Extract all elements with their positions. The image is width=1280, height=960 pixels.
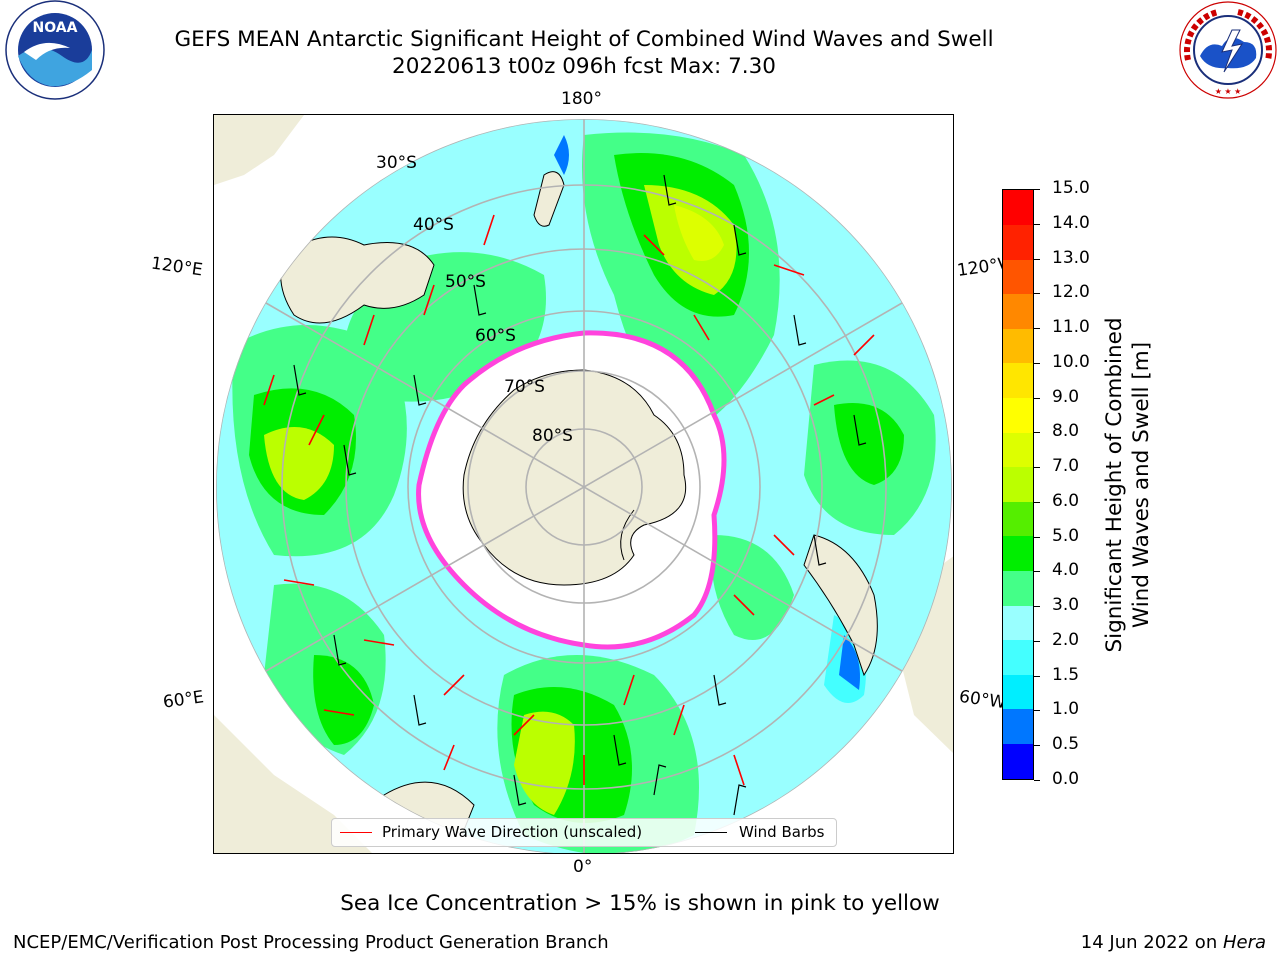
nws-logo: ★ ★ ★ bbox=[1178, 0, 1278, 100]
colorbar-label-line1: Significant Height of Combined bbox=[1102, 317, 1127, 653]
wind-barbs bbox=[293, 174, 867, 816]
colorbar-tick bbox=[1034, 223, 1040, 225]
colorbar-tick bbox=[1034, 675, 1040, 677]
colorbar bbox=[1002, 189, 1034, 780]
lat-label-70s: 70°S bbox=[504, 377, 545, 397]
noaa-logo-text: NOAA bbox=[33, 20, 78, 36]
chart-subtitle: 20220613 t00z 096h fcst Max: 7.30 bbox=[392, 54, 776, 79]
colorbar-segment bbox=[1003, 709, 1033, 745]
lon-label-60e: 60°E bbox=[161, 687, 206, 713]
colorbar-segment bbox=[1003, 501, 1033, 537]
wave-arrows bbox=[263, 214, 875, 786]
noaa-logo: NOAA bbox=[0, 0, 110, 100]
colorbar-tick bbox=[1034, 397, 1040, 399]
colorbar-tick bbox=[1034, 432, 1040, 434]
colorbar-tick bbox=[1034, 536, 1040, 538]
colorbar-segment bbox=[1003, 743, 1033, 779]
colorbar-tick-label: 8.0 bbox=[1052, 421, 1080, 442]
lat-label-30s: 30°S bbox=[376, 153, 417, 173]
colorbar-segment bbox=[1003, 605, 1033, 641]
colorbar-tick-label: 7.0 bbox=[1052, 456, 1080, 477]
lon-label-180: 180° bbox=[561, 89, 602, 109]
lat-label-60s: 60°S bbox=[475, 326, 516, 346]
colorbar-tick bbox=[1034, 258, 1040, 260]
svg-text:★ ★ ★: ★ ★ ★ bbox=[1215, 87, 1242, 96]
colorbar-tick-label: 6.0 bbox=[1052, 490, 1080, 511]
colorbar-segment bbox=[1003, 190, 1033, 226]
lat-label-50s: 50°S bbox=[445, 272, 486, 292]
colorbar-segment bbox=[1003, 328, 1033, 364]
colorbar-tick bbox=[1034, 745, 1040, 747]
colorbar-tick-label: 15.0 bbox=[1052, 178, 1090, 198]
colorbar-segment bbox=[1003, 639, 1033, 675]
colorbar-segment bbox=[1003, 259, 1033, 295]
colorbar-tick bbox=[1034, 571, 1040, 573]
colorbar-label-line2: Wind Waves and Swell [m] bbox=[1129, 341, 1154, 629]
colorbar-tick bbox=[1034, 780, 1040, 781]
colorbar-tick-label: 13.0 bbox=[1052, 247, 1090, 268]
colorbar-tick-label: 11.0 bbox=[1052, 317, 1090, 338]
colorbar-tick-label: 2.0 bbox=[1052, 629, 1080, 650]
legend-wind-barbs: Wind Barbs bbox=[739, 823, 825, 841]
colorbar-tick bbox=[1034, 710, 1040, 712]
colorbar-tick bbox=[1034, 189, 1040, 190]
colorbar-tick bbox=[1034, 467, 1040, 469]
colorbar-tick-label: 9.0 bbox=[1052, 386, 1080, 407]
colorbar-tick-label: 0.0 bbox=[1052, 769, 1080, 789]
colorbar-tick-label: 1.0 bbox=[1052, 699, 1080, 720]
lat-label-40s: 40°S bbox=[413, 215, 454, 235]
sea-ice-note: Sea Ice Concentration > 15% is shown in … bbox=[340, 891, 940, 916]
colorbar-tick-label: 14.0 bbox=[1052, 212, 1090, 233]
footer-date: 14 Jun 2022 on Hera bbox=[1081, 932, 1266, 953]
colorbar-segment bbox=[1003, 293, 1033, 329]
colorbar-segment bbox=[1003, 674, 1033, 710]
legend-wave-line bbox=[340, 832, 372, 833]
map-legend: Primary Wave Direction (unscaled) Wind B… bbox=[331, 818, 837, 847]
colorbar-tick-label: 1.5 bbox=[1052, 664, 1080, 685]
lat-label-80s: 80°S bbox=[532, 426, 573, 446]
lon-label-0: 0° bbox=[573, 857, 593, 877]
colorbar-tick-label: 12.0 bbox=[1052, 282, 1090, 303]
colorbar-tick-label: 4.0 bbox=[1052, 560, 1080, 581]
colorbar-tick-label: 3.0 bbox=[1052, 595, 1080, 616]
colorbar-segment bbox=[1003, 466, 1033, 502]
colorbar-tick bbox=[1034, 362, 1040, 364]
lon-label-120e: 120°E bbox=[149, 253, 204, 281]
colorbar-segment bbox=[1003, 224, 1033, 260]
colorbar-tick bbox=[1034, 640, 1040, 642]
footer-date-text: 14 Jun 2022 on bbox=[1080, 932, 1223, 953]
legend-barb-line bbox=[695, 832, 727, 833]
colorbar-segment bbox=[1003, 397, 1033, 433]
colorbar-tick bbox=[1034, 293, 1040, 295]
colorbar-tick-label: 5.0 bbox=[1052, 525, 1080, 546]
colorbar-tick bbox=[1034, 501, 1040, 503]
vector-layer bbox=[263, 174, 875, 816]
colorbar-segment bbox=[1003, 536, 1033, 572]
chart-title: GEFS MEAN Antarctic Significant Height o… bbox=[174, 27, 994, 52]
colorbar-segment bbox=[1003, 432, 1033, 468]
map-canvas: 30°S 40°S 50°S 60°S 70°S 80°S bbox=[214, 115, 953, 853]
lon-label-60w: 60°W bbox=[957, 686, 1008, 714]
colorbar-tick bbox=[1034, 328, 1040, 330]
colorbar-segment bbox=[1003, 363, 1033, 399]
colorbar-tick-label: 10.0 bbox=[1052, 351, 1090, 372]
footer-branch: NCEP/EMC/Verification Post Processing Pr… bbox=[13, 932, 609, 953]
colorbar-segment bbox=[1003, 570, 1033, 606]
graticule bbox=[216, 119, 952, 853]
map-panel: 30°S 40°S 50°S 60°S 70°S 80°S bbox=[213, 114, 954, 854]
colorbar-tick-label: 0.5 bbox=[1052, 734, 1080, 755]
footer-machine: Hera bbox=[1222, 932, 1266, 953]
legend-wave-direction: Primary Wave Direction (unscaled) bbox=[382, 823, 643, 841]
colorbar-tick bbox=[1034, 606, 1040, 608]
